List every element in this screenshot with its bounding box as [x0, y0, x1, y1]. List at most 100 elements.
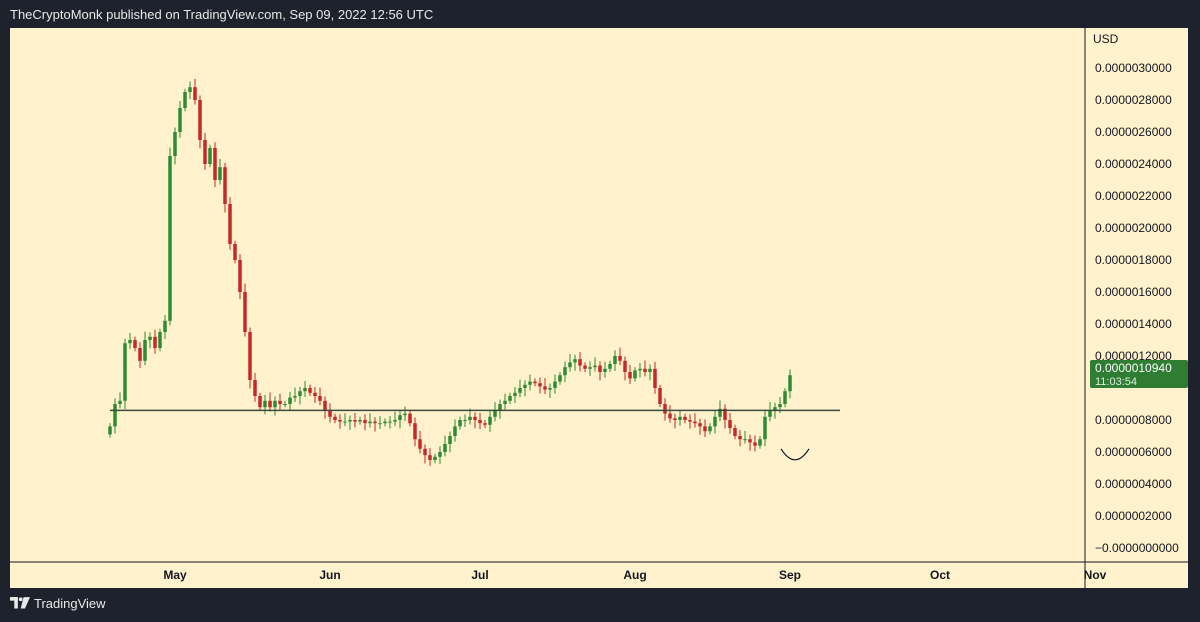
- candle-body: [228, 204, 232, 244]
- candle-body: [743, 439, 747, 441]
- candle-body: [153, 336, 157, 348]
- candle-body: [348, 420, 352, 422]
- candles: [108, 78, 792, 466]
- candle-body: [168, 156, 172, 321]
- candle-body: [393, 420, 397, 422]
- candle-body: [238, 260, 242, 292]
- candle-body: [768, 410, 772, 417]
- last-price-value: 0.0000010940: [1095, 361, 1172, 375]
- candle-body: [343, 421, 347, 423]
- candle-body: [473, 416, 477, 420]
- candle-body: [493, 410, 497, 417]
- candle-body: [593, 365, 597, 368]
- candle-body: [283, 404, 287, 405]
- candle-body: [313, 392, 317, 396]
- candle-body: [638, 368, 642, 371]
- candle-body: [533, 381, 537, 384]
- candle-body: [458, 420, 462, 427]
- candle-body: [578, 359, 582, 366]
- candle-body: [538, 383, 542, 387]
- candle-body: [243, 292, 247, 332]
- candle-body: [408, 413, 412, 424]
- candle-body: [353, 420, 357, 422]
- candle-body: [583, 365, 587, 369]
- candle-body: [678, 416, 682, 420]
- candle-body: [318, 396, 322, 401]
- candle-body: [738, 436, 742, 440]
- candle-body: [158, 332, 162, 348]
- candle-body: [673, 418, 677, 420]
- candle-body: [603, 368, 607, 372]
- candle-body: [688, 420, 692, 422]
- candle-body: [623, 360, 627, 372]
- candle-body: [113, 404, 117, 427]
- candle-body: [613, 356, 617, 364]
- y-tick-label: 0.0000030000: [1095, 61, 1172, 75]
- candle-body: [723, 408, 727, 420]
- chart-area[interactable]: USD 0.0000030000 0.0000028000 0.0000026000…: [10, 28, 1188, 588]
- candle-body: [178, 108, 182, 132]
- candle-body: [718, 408, 722, 417]
- candle-body: [643, 368, 647, 372]
- candle-body: [518, 388, 522, 393]
- x-tick-label: Sep: [779, 568, 801, 582]
- candle-body: [728, 420, 732, 428]
- candle-body: [708, 426, 712, 432]
- candle-body: [698, 423, 702, 427]
- candle-body: [608, 364, 612, 369]
- candle-body: [733, 428, 737, 436]
- candle-body: [298, 391, 302, 396]
- x-tick-label: May: [163, 568, 187, 582]
- y-tick-label: 0.0000014000: [1095, 317, 1172, 331]
- candle-body: [378, 423, 382, 425]
- candle-body: [163, 320, 167, 332]
- candle-body: [713, 416, 717, 427]
- candle-body: [418, 439, 422, 449]
- y-tick-label: 0.0000028000: [1095, 93, 1172, 107]
- candle-body: [208, 148, 212, 164]
- candle-body: [443, 444, 447, 452]
- y-tick-label: 0.0000018000: [1095, 253, 1172, 267]
- candle-body: [753, 442, 757, 446]
- candlestick-chart[interactable]: USD 0.0000030000 0.0000028000 0.0000026000…: [10, 28, 1188, 588]
- candle-body: [528, 381, 532, 385]
- candle-body: [338, 420, 342, 422]
- candle-body: [548, 388, 552, 390]
- candle-body: [453, 426, 457, 436]
- tradingview-logo-icon: [10, 597, 30, 609]
- candle-body: [223, 167, 227, 204]
- candle-body: [148, 336, 152, 340]
- price-axis[interactable]: 0.0000030000 0.0000028000 0.0000026000 0.00…: [1095, 61, 1179, 555]
- time-axis[interactable]: May Jun Jul Aug Sep Oct Nov: [163, 568, 1106, 582]
- y-tick-label: 0.0000020000: [1095, 221, 1172, 235]
- x-tick-label: Jul: [471, 568, 488, 582]
- candle-body: [218, 167, 222, 180]
- candle-body: [373, 421, 377, 424]
- candle-body: [763, 416, 767, 440]
- candle-body: [363, 420, 367, 424]
- candle-body: [193, 87, 197, 100]
- candle-body: [588, 367, 592, 369]
- candle-body: [448, 436, 452, 444]
- candle-body: [388, 421, 392, 423]
- candle-body: [333, 416, 337, 420]
- candle-body: [108, 426, 112, 435]
- candle-body: [263, 400, 267, 408]
- candle-body: [403, 413, 407, 416]
- currency-label: USD: [1093, 32, 1119, 46]
- candle-body: [498, 404, 502, 411]
- candle-body: [433, 456, 437, 460]
- candle-body: [118, 400, 122, 404]
- candle-body: [783, 391, 787, 404]
- candle-body: [648, 368, 652, 372]
- candle-body: [253, 380, 257, 396]
- candle-body: [668, 413, 672, 419]
- candle-body: [478, 420, 482, 424]
- candle-body: [213, 148, 217, 180]
- candle-body: [273, 400, 277, 408]
- price-tag-box: [1090, 359, 1188, 388]
- y-tick-label: −0.0000000000: [1095, 541, 1179, 555]
- candle-body: [143, 340, 147, 361]
- candle-body: [513, 392, 517, 396]
- candle-body: [398, 415, 402, 420]
